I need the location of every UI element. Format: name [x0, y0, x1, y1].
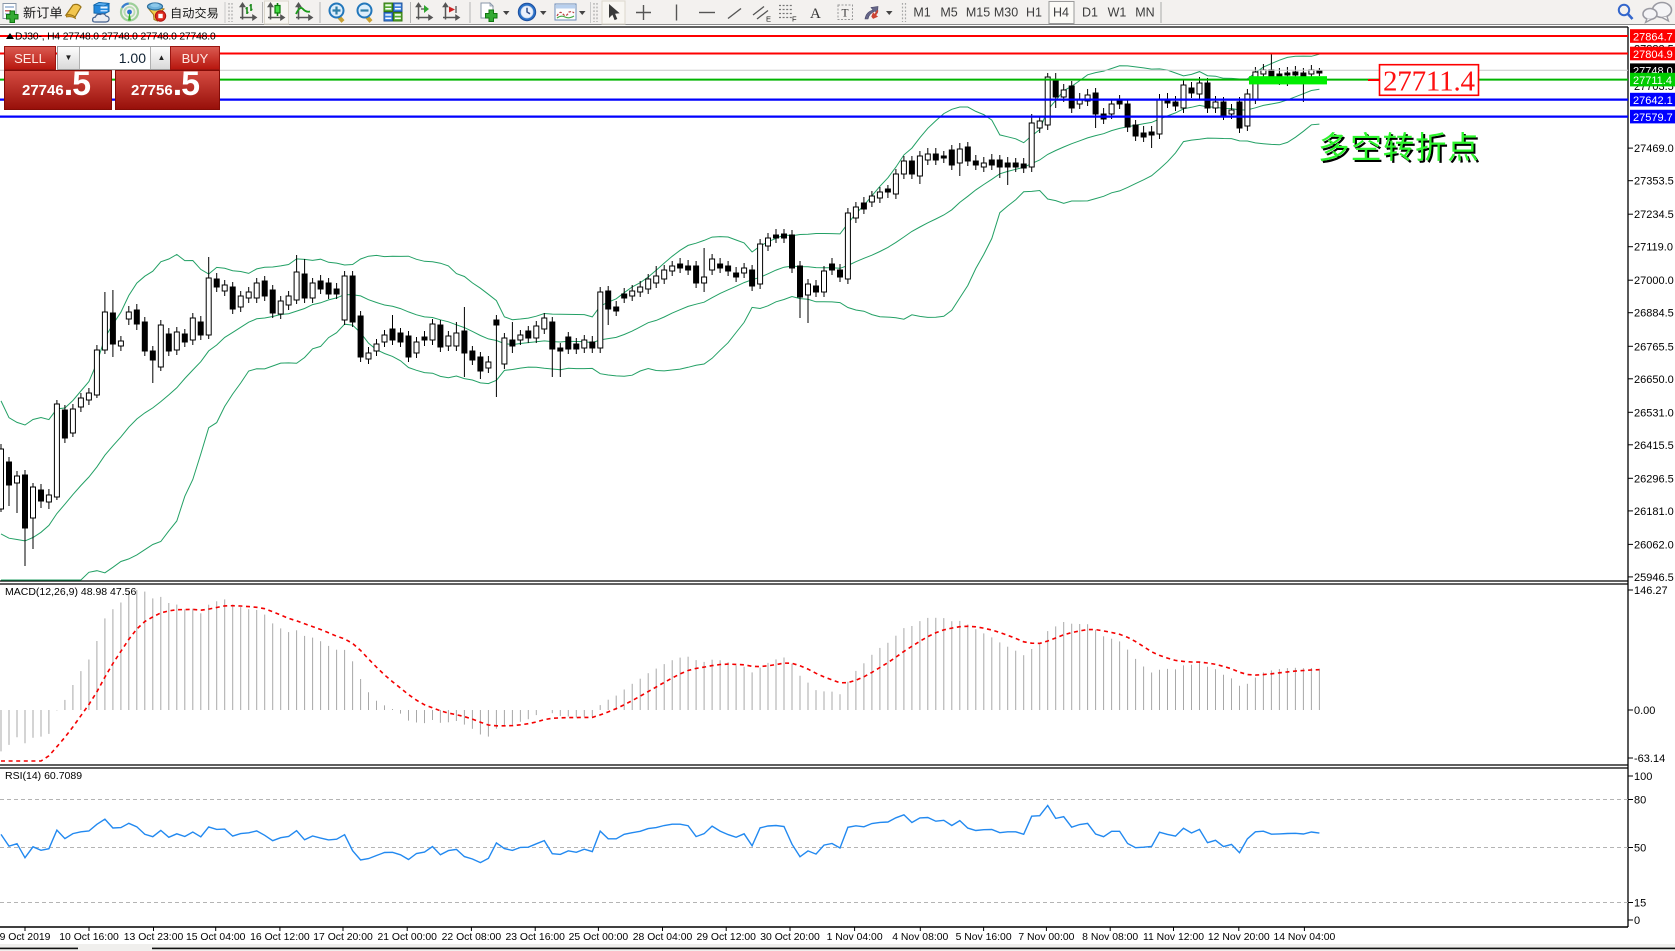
svg-text:29 Oct 12:00: 29 Oct 12:00 [696, 932, 756, 943]
svg-text:26765.5: 26765.5 [1634, 341, 1674, 353]
svg-text:4 Nov 08:00: 4 Nov 08:00 [892, 932, 948, 943]
svg-text:21 Oct 00:00: 21 Oct 00:00 [377, 932, 437, 943]
svg-text:30 Oct 20:00: 30 Oct 20:00 [760, 932, 820, 943]
svg-text:27711.4: 27711.4 [1633, 75, 1672, 87]
svg-text:5 Nov 16:00: 5 Nov 16:00 [956, 932, 1012, 943]
svg-text:MN: MN [1135, 6, 1154, 20]
svg-text:100: 100 [1634, 771, 1652, 783]
svg-text:17 Oct 20:00: 17 Oct 20:00 [313, 932, 373, 943]
svg-text:14 Nov 04:00: 14 Nov 04:00 [1273, 932, 1335, 943]
svg-text:23 Oct 16:00: 23 Oct 16:00 [505, 932, 565, 943]
svg-text:RSI(14) 60.7089: RSI(14) 60.7089 [5, 770, 82, 782]
svg-text:27642.1: 27642.1 [1633, 95, 1673, 107]
svg-text:27711.4: 27711.4 [1383, 66, 1476, 98]
svg-text:26296.5: 26296.5 [1634, 473, 1674, 485]
svg-text:26650.0: 26650.0 [1634, 374, 1674, 386]
svg-text:16 Oct 12:00: 16 Oct 12:00 [250, 932, 310, 943]
svg-text:F: F [792, 15, 797, 24]
svg-text:28 Oct 04:00: 28 Oct 04:00 [633, 932, 693, 943]
svg-text:80: 80 [1634, 795, 1646, 807]
svg-text:26531.0: 26531.0 [1634, 407, 1674, 419]
svg-text:1 Nov 04:00: 1 Nov 04:00 [827, 932, 883, 943]
svg-text:27000.0: 27000.0 [1634, 275, 1674, 287]
svg-text:12 Nov 20:00: 12 Nov 20:00 [1208, 932, 1270, 943]
svg-text:0: 0 [1634, 915, 1640, 927]
svg-text:W1: W1 [1108, 6, 1127, 20]
svg-text:27353.5: 27353.5 [1634, 176, 1674, 188]
svg-text:25946.5: 25946.5 [1634, 572, 1674, 584]
svg-text:-63.14: -63.14 [1634, 753, 1665, 765]
svg-text:10 Oct 16:00: 10 Oct 16:00 [59, 932, 119, 943]
svg-text:E: E [766, 15, 771, 24]
svg-text:27864.7: 27864.7 [1633, 31, 1673, 43]
svg-text:M5: M5 [940, 6, 957, 20]
svg-text:0.00: 0.00 [1634, 705, 1655, 717]
svg-text:M1: M1 [913, 6, 930, 20]
svg-text:15: 15 [1634, 898, 1646, 910]
svg-text:50: 50 [1634, 843, 1646, 855]
svg-text:146.27: 146.27 [1634, 585, 1668, 597]
svg-text:22 Oct 08:00: 22 Oct 08:00 [442, 932, 502, 943]
svg-text:27119.0: 27119.0 [1634, 242, 1673, 254]
svg-text:M30: M30 [994, 6, 1018, 20]
svg-text:13 Oct 23:00: 13 Oct 23:00 [124, 932, 184, 943]
svg-text:M15: M15 [966, 6, 990, 20]
svg-text:26415.5: 26415.5 [1634, 440, 1674, 452]
svg-text:26062.0: 26062.0 [1634, 539, 1674, 551]
svg-text:8 Nov 08:00: 8 Nov 08:00 [1082, 932, 1138, 943]
svg-text:9 Oct 2019: 9 Oct 2019 [0, 932, 51, 943]
svg-text:26884.5: 26884.5 [1634, 308, 1674, 320]
svg-text:15 Oct 04:00: 15 Oct 04:00 [186, 932, 246, 943]
svg-text:7 Nov 00:00: 7 Nov 00:00 [1018, 932, 1074, 943]
svg-text:H1: H1 [1026, 6, 1042, 20]
svg-text:25 Oct 00:00: 25 Oct 00:00 [569, 932, 629, 943]
svg-text:26181.0: 26181.0 [1634, 506, 1674, 518]
svg-text:H4: H4 [1053, 6, 1069, 20]
svg-text:27804.9: 27804.9 [1633, 49, 1673, 61]
svg-text:DJ30-, H4 27748.0 27748.0 277: DJ30-, H4 27748.0 27748.0 27748.0 27748.… [15, 32, 216, 43]
svg-text:MACD(12,26,9) 48.98 47.56: MACD(12,26,9) 48.98 47.56 [5, 586, 136, 598]
svg-text:11 Nov 12:00: 11 Nov 12:00 [1143, 932, 1204, 943]
svg-text:27469.0: 27469.0 [1634, 143, 1674, 155]
svg-text:27234.5: 27234.5 [1634, 209, 1674, 221]
svg-text:T: T [842, 8, 849, 20]
svg-text:D1: D1 [1082, 6, 1098, 20]
svg-text:27579.7: 27579.7 [1633, 112, 1673, 124]
svg-text:A: A [810, 6, 821, 22]
